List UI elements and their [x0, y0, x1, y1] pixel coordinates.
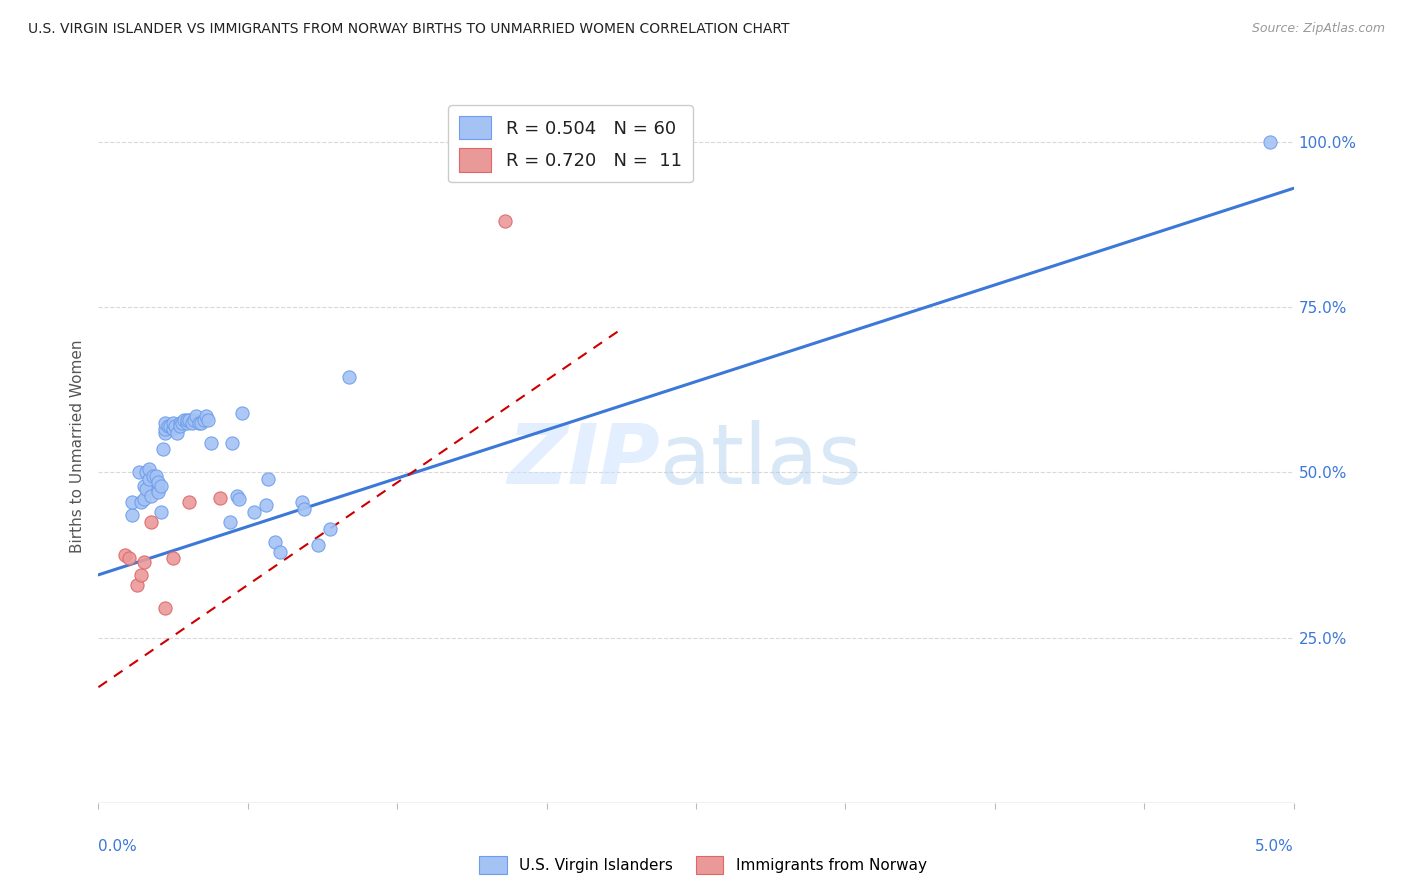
Point: [243, 505, 266, 519]
Point: [148, 475, 170, 490]
Text: 0.0%: 0.0%: [98, 839, 138, 855]
Point: [166, 425, 188, 440]
Point: [195, 409, 218, 424]
Point: [125, 578, 148, 592]
Point: [221, 435, 243, 450]
Point: [254, 499, 277, 513]
Point: [226, 489, 249, 503]
Point: [264, 534, 287, 549]
Point: [172, 416, 194, 430]
Point: [339, 369, 360, 384]
Point: [162, 422, 184, 436]
Point: [148, 482, 170, 496]
Text: atlas: atlas: [661, 420, 862, 500]
Point: [269, 545, 291, 559]
Point: [142, 468, 165, 483]
Point: [179, 412, 201, 426]
Point: [179, 495, 201, 509]
Y-axis label: Births to Unmarried Women: Births to Unmarried Women: [69, 339, 84, 553]
Point: [145, 468, 167, 483]
Point: [132, 478, 155, 492]
Text: U.S. VIRGIN ISLANDER VS IMMIGRANTS FROM NORWAY BIRTHS TO UNMARRIED WOMEN CORRELA: U.S. VIRGIN ISLANDER VS IMMIGRANTS FROM …: [28, 22, 790, 37]
Point: [135, 482, 157, 496]
Point: [131, 567, 153, 582]
Point: [169, 419, 191, 434]
Point: [162, 416, 184, 430]
Text: Source: ZipAtlas.com: Source: ZipAtlas.com: [1251, 22, 1385, 36]
Text: ZIP: ZIP: [508, 420, 661, 500]
Point: [128, 466, 150, 480]
Point: [169, 416, 191, 430]
Point: [180, 416, 202, 430]
Point: [149, 478, 172, 492]
Point: [186, 409, 208, 424]
Point: [231, 406, 253, 420]
Point: [138, 462, 160, 476]
Point: [135, 466, 157, 480]
Legend: U.S. Virgin Islanders, Immigrants from Norway: U.S. Virgin Islanders, Immigrants from N…: [474, 850, 932, 880]
Point: [219, 515, 242, 529]
Point: [155, 422, 177, 436]
Point: [152, 442, 174, 457]
Point: [228, 491, 250, 506]
Point: [121, 495, 143, 509]
Point: [155, 416, 177, 430]
Point: [155, 600, 177, 615]
Point: [139, 515, 162, 529]
Point: [209, 491, 232, 505]
Point: [257, 472, 280, 486]
Point: [114, 548, 136, 562]
Point: [176, 412, 198, 426]
Text: 5.0%: 5.0%: [1254, 839, 1294, 855]
Point: [163, 419, 186, 434]
Point: [291, 495, 314, 509]
Point: [190, 416, 212, 430]
Point: [307, 538, 329, 552]
Point: [138, 472, 160, 486]
Point: [132, 491, 155, 506]
Point: [176, 416, 198, 430]
Point: [139, 489, 162, 503]
Point: [162, 551, 184, 566]
Point: [149, 505, 172, 519]
Point: [187, 416, 209, 430]
Point: [292, 501, 315, 516]
Point: [156, 419, 179, 434]
Legend: R = 0.504   N = 60, R = 0.720   N =  11: R = 0.504 N = 60, R = 0.720 N = 11: [449, 105, 693, 183]
Point: [494, 214, 516, 228]
Point: [118, 551, 141, 566]
Point: [183, 412, 205, 426]
Point: [200, 435, 222, 450]
Point: [121, 508, 143, 523]
Point: [173, 412, 195, 426]
Point: [159, 419, 181, 434]
Point: [148, 485, 170, 500]
Point: [197, 412, 219, 426]
Point: [132, 555, 155, 569]
Point: [1258, 135, 1281, 149]
Point: [131, 495, 153, 509]
Point: [319, 522, 342, 536]
Point: [155, 425, 177, 440]
Point: [193, 412, 215, 426]
